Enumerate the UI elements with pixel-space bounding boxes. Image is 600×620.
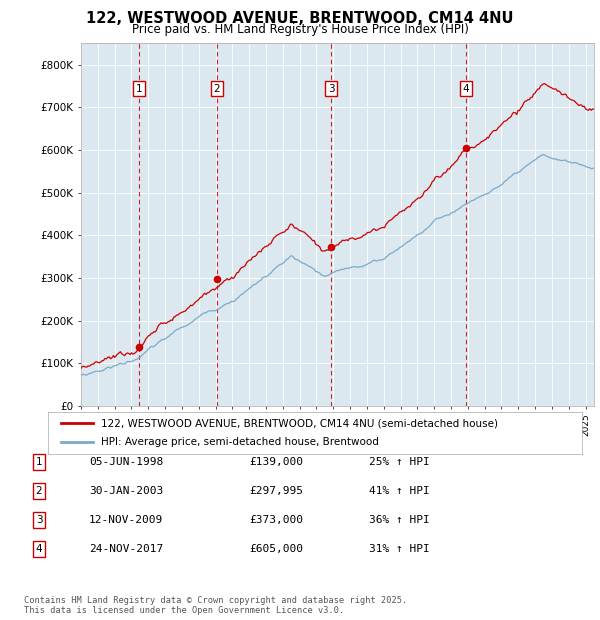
Text: £373,000: £373,000 xyxy=(249,515,303,525)
Text: £139,000: £139,000 xyxy=(249,457,303,467)
Text: 1: 1 xyxy=(35,457,43,467)
Text: 2: 2 xyxy=(35,486,43,496)
Text: £297,995: £297,995 xyxy=(249,486,303,496)
Text: 24-NOV-2017: 24-NOV-2017 xyxy=(89,544,163,554)
Text: HPI: Average price, semi-detached house, Brentwood: HPI: Average price, semi-detached house,… xyxy=(101,438,379,448)
Text: 4: 4 xyxy=(35,544,43,554)
Text: 2: 2 xyxy=(214,84,220,94)
Text: 1: 1 xyxy=(136,84,142,94)
Text: 30-JAN-2003: 30-JAN-2003 xyxy=(89,486,163,496)
Text: 12-NOV-2009: 12-NOV-2009 xyxy=(89,515,163,525)
Text: 36% ↑ HPI: 36% ↑ HPI xyxy=(368,515,430,525)
Text: Price paid vs. HM Land Registry's House Price Index (HPI): Price paid vs. HM Land Registry's House … xyxy=(131,23,469,36)
Text: 25% ↑ HPI: 25% ↑ HPI xyxy=(368,457,430,467)
Text: 41% ↑ HPI: 41% ↑ HPI xyxy=(368,486,430,496)
Text: 3: 3 xyxy=(35,515,43,525)
Text: 05-JUN-1998: 05-JUN-1998 xyxy=(89,457,163,467)
Text: 3: 3 xyxy=(328,84,334,94)
Text: 122, WESTWOOD AVENUE, BRENTWOOD, CM14 4NU: 122, WESTWOOD AVENUE, BRENTWOOD, CM14 4N… xyxy=(86,11,514,25)
Text: 122, WESTWOOD AVENUE, BRENTWOOD, CM14 4NU (semi-detached house): 122, WESTWOOD AVENUE, BRENTWOOD, CM14 4N… xyxy=(101,418,499,428)
Text: Contains HM Land Registry data © Crown copyright and database right 2025.
This d: Contains HM Land Registry data © Crown c… xyxy=(24,596,407,615)
Text: £605,000: £605,000 xyxy=(249,544,303,554)
Text: 4: 4 xyxy=(463,84,469,94)
Text: 31% ↑ HPI: 31% ↑ HPI xyxy=(368,544,430,554)
